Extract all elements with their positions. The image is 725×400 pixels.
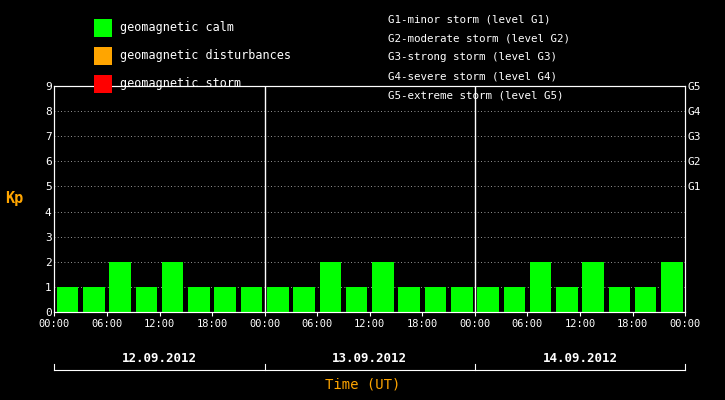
Bar xyxy=(162,262,183,312)
Text: G3-strong storm (level G3): G3-strong storm (level G3) xyxy=(388,52,557,62)
Text: G2-moderate storm (level G2): G2-moderate storm (level G2) xyxy=(388,33,570,43)
Bar xyxy=(294,287,315,312)
Bar xyxy=(241,287,262,312)
Text: G4-severe storm (level G4): G4-severe storm (level G4) xyxy=(388,72,557,82)
Bar xyxy=(477,287,499,312)
Bar xyxy=(609,287,630,312)
Text: G1-minor storm (level G1): G1-minor storm (level G1) xyxy=(388,14,550,24)
Bar xyxy=(661,262,683,312)
Bar xyxy=(267,287,289,312)
Bar xyxy=(136,287,157,312)
Bar xyxy=(83,287,104,312)
Bar xyxy=(215,287,236,312)
Bar xyxy=(425,287,446,312)
Text: 13.09.2012: 13.09.2012 xyxy=(332,352,407,364)
Bar xyxy=(635,287,656,312)
Text: 14.09.2012: 14.09.2012 xyxy=(542,352,618,364)
Bar xyxy=(372,262,394,312)
Text: geomagnetic storm: geomagnetic storm xyxy=(120,78,241,90)
Bar xyxy=(188,287,210,312)
Bar xyxy=(320,262,341,312)
Text: 12.09.2012: 12.09.2012 xyxy=(122,352,197,364)
Bar xyxy=(451,287,473,312)
Bar xyxy=(57,287,78,312)
Bar xyxy=(556,287,578,312)
Bar xyxy=(399,287,420,312)
Bar xyxy=(582,262,604,312)
Text: Kp: Kp xyxy=(5,192,24,206)
Text: geomagnetic disturbances: geomagnetic disturbances xyxy=(120,50,291,62)
Bar xyxy=(530,262,551,312)
Bar xyxy=(346,287,368,312)
Bar xyxy=(504,287,525,312)
Text: geomagnetic calm: geomagnetic calm xyxy=(120,22,233,34)
Bar xyxy=(109,262,130,312)
Text: Time (UT): Time (UT) xyxy=(325,378,400,392)
Text: G5-extreme storm (level G5): G5-extreme storm (level G5) xyxy=(388,91,563,101)
